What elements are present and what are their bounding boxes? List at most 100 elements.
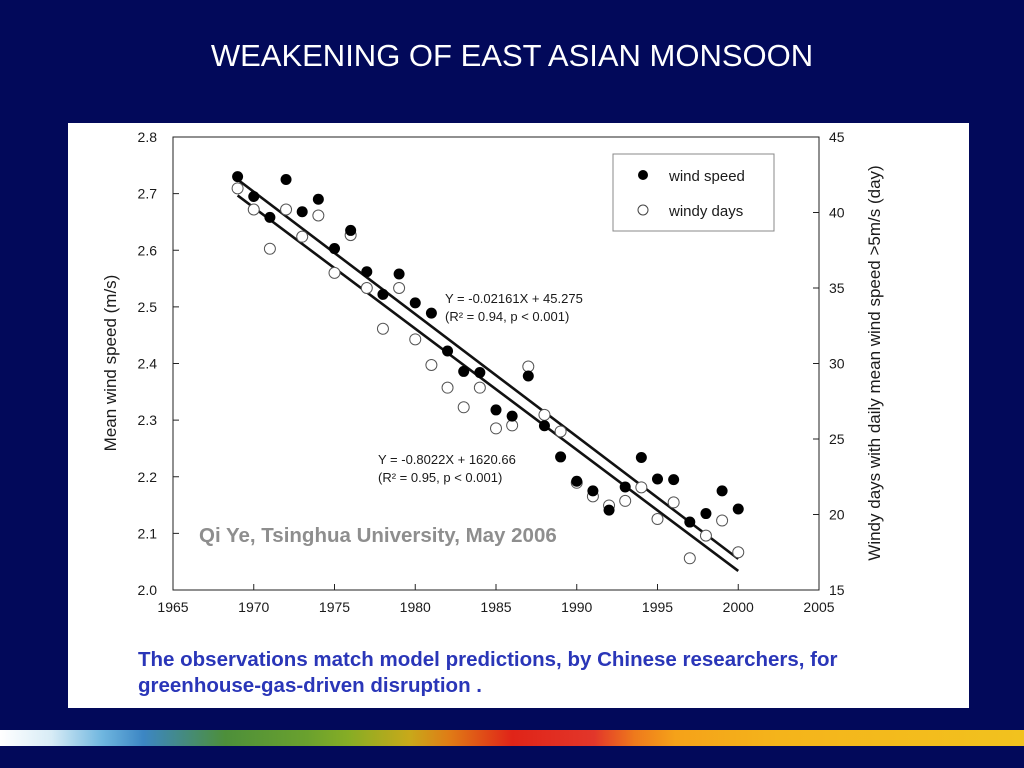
point-windy-days [538, 408, 551, 421]
scatter-chart: 1965 1970 1975 1980 1985 1990 1995 2000 2005 2.0… [101, 129, 884, 615]
point-wind-speed [619, 481, 631, 493]
point-windy-days [667, 496, 680, 509]
y-axis-right: 15 20 25 30 35 40 45 [813, 129, 845, 598]
legend-marker-windy-days [637, 204, 649, 216]
y-left-tick-label: 2.5 [138, 299, 158, 315]
point-wind-speed [522, 370, 534, 382]
chart-caption: The observations match model predictions… [138, 648, 838, 697]
point-windy-days [441, 381, 454, 394]
point-wind-speed [716, 485, 728, 497]
regression-lines [236, 178, 740, 573]
legend-marker-wind-speed [638, 170, 648, 180]
y-right-tick-label: 15 [829, 582, 845, 598]
point-wind-speed [458, 365, 470, 377]
point-wind-speed [732, 503, 744, 515]
point-windy-days [247, 203, 260, 216]
point-windy-days [457, 401, 470, 414]
x-tick-label: 1980 [400, 599, 431, 615]
x-tick-label: 1990 [561, 599, 592, 615]
x-tick-label: 1975 [319, 599, 350, 615]
point-windy-days [716, 514, 729, 527]
legend-label-windy-days: windy days [668, 203, 743, 220]
slide-title: WEAKENING OF EAST ASIAN MONSOON [210, 38, 814, 73]
attribution-watermark: Qi Ye, Tsinghua University, May 2006 [199, 524, 557, 547]
point-windy-days [263, 242, 276, 255]
point-windy-days [699, 529, 712, 542]
y-right-tick-label: 25 [829, 431, 845, 447]
point-wind-speed [442, 345, 454, 357]
point-windy-days [619, 494, 632, 507]
point-wind-speed [603, 504, 615, 516]
point-wind-speed [474, 367, 486, 379]
point-wind-speed [248, 190, 260, 202]
y-left-tick-label: 2.3 [138, 412, 158, 428]
point-windy-days [490, 422, 502, 435]
point-windy-days [522, 360, 535, 373]
point-wind-speed [232, 171, 244, 183]
point-wind-speed [329, 243, 340, 255]
point-wind-speed [684, 516, 696, 528]
point-wind-speed [652, 473, 663, 485]
point-wind-speed [700, 508, 712, 520]
point-wind-speed [312, 193, 324, 205]
point-windy-days [651, 513, 664, 526]
y-axis-left: 2.0 2.1 2.2 2.3 2.4 2.5 2.6 2.7 2.8 [138, 129, 179, 598]
point-wind-speed [538, 420, 550, 432]
y-right-tick-label: 45 [829, 129, 845, 145]
x-tick-label: 1995 [642, 599, 673, 615]
point-windy-days [280, 203, 293, 216]
y-right-tick-label: 35 [829, 280, 845, 296]
y-right-tick-label: 20 [829, 507, 845, 523]
y-left-tick-label: 2.4 [138, 356, 158, 372]
point-wind-speed [361, 266, 373, 278]
point-wind-speed [587, 485, 599, 497]
point-windy-days [473, 381, 486, 394]
legend-box [612, 153, 775, 232]
point-wind-speed [296, 206, 308, 218]
y-right-tick-label: 30 [829, 356, 845, 372]
point-wind-speed [345, 224, 357, 236]
chart-panel: 1965 1970 1975 1980 1985 1990 1995 2000 2005 2.0… [68, 123, 969, 708]
point-wind-speed [393, 268, 405, 280]
point-windy-days [554, 425, 567, 438]
point-windy-days [231, 182, 244, 195]
point-windy-days [328, 266, 341, 279]
y-left-tick-label: 2.6 [138, 242, 158, 258]
point-wind-speed [264, 211, 276, 223]
fit-stats-wind-speed: (R² = 0.94, p < 0.001) [445, 309, 569, 324]
y-left-tick-label: 2.0 [138, 582, 158, 598]
fit-line-wind-speed [236, 178, 740, 560]
y-axis-left-label: Mean wind speed (m/s) [101, 275, 120, 452]
point-wind-speed [377, 288, 389, 300]
x-tick-label: 1970 [238, 599, 269, 615]
y-axis-right-label: Windy days with daily mean wind speed >5… [865, 165, 884, 560]
point-wind-speed [425, 307, 437, 319]
point-windy-days [393, 282, 406, 294]
x-tick-label: 1985 [480, 599, 511, 615]
point-wind-speed [280, 173, 292, 185]
x-axis: 1965 1970 1975 1980 1985 1990 1995 2000 2005 [157, 584, 835, 615]
point-wind-speed [555, 451, 567, 463]
point-wind-speed [409, 297, 421, 309]
x-tick-label: 2005 [803, 599, 834, 615]
point-windy-days [635, 481, 648, 494]
fit-line-windy-days [236, 194, 740, 573]
footer-gradient-bar [0, 730, 1024, 746]
point-wind-speed [668, 474, 680, 486]
fit-equation-wind-speed: Y = -0.02161X + 45.275 [445, 291, 583, 306]
point-wind-speed [506, 410, 518, 422]
y-left-tick-label: 2.2 [138, 469, 158, 485]
point-windy-days [409, 333, 422, 346]
legend-label-wind-speed: wind speed [668, 168, 745, 185]
y-left-tick-label: 2.1 [138, 525, 158, 541]
point-windy-days [312, 209, 325, 222]
point-windy-days [425, 359, 438, 372]
x-tick-label: 1965 [157, 599, 188, 615]
point-windy-days [376, 322, 389, 335]
point-wind-speed [571, 475, 583, 487]
y-left-tick-label: 2.8 [138, 129, 158, 145]
y-right-tick-label: 40 [829, 205, 845, 221]
point-windy-days [360, 282, 373, 294]
fit-equation-windy-days: Y = -0.8022X + 1620.66 [378, 452, 516, 467]
point-windy-days [296, 230, 309, 243]
